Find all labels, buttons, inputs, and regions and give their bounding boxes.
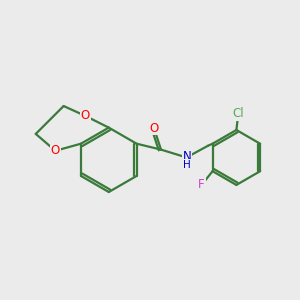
Text: H: H [183,160,191,170]
Text: O: O [81,109,90,122]
Text: Cl: Cl [232,107,244,120]
Text: O: O [149,122,159,134]
Text: O: O [51,144,60,157]
Text: F: F [198,178,205,191]
Text: N: N [182,150,191,163]
